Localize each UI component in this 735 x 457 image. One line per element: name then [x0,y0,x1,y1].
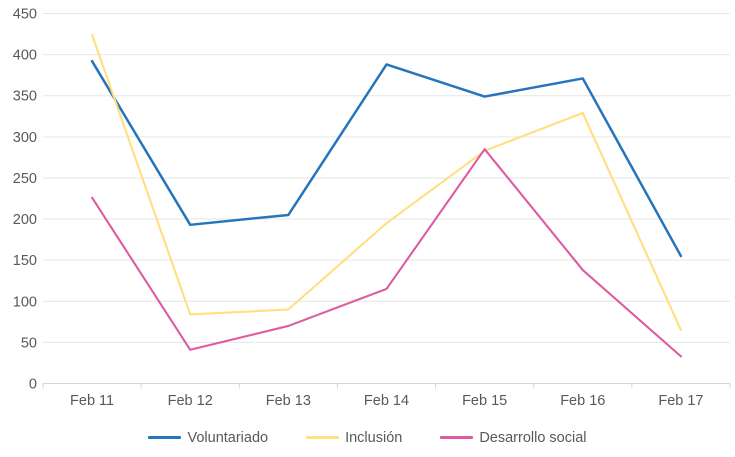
legend-label: Inclusión [345,429,403,446]
legend-label: Desarrollo social [479,429,587,446]
y-axis-tick-label: 450 [13,7,37,23]
x-axis-tick-label: Feb 16 [560,393,605,409]
legend-line-swatch [148,436,182,439]
series-line-1 [91,33,682,332]
x-axis-tick-label: Feb 17 [658,393,703,409]
y-axis-tick-label: 250 [13,171,37,187]
x-axis-tick-label: Feb 14 [364,393,409,409]
chart-legend: Voluntariado Inclusión Desarrollo social [0,418,735,457]
x-axis-tick-label: Feb 11 [70,393,114,409]
legend-item: Voluntariado [148,430,268,446]
x-axis-tick-label: Feb 12 [168,393,213,409]
chart-plot-area: 0 50 100 150 200 250 300 350 400 450 Feb 11 Feb 12 F… [13,7,731,409]
series-line-0 [90,59,683,258]
legend-line-swatch [440,436,474,439]
y-axis-tick-label: 300 [13,130,37,146]
y-axis-tick-label: 150 [13,253,37,269]
x-axis-tick-label: Feb 13 [266,393,311,409]
legend-item: Inclusión [306,430,402,446]
y-axis-tick-label: 50 [21,335,37,351]
y-axis-tick-label: 0 [29,377,37,393]
legend-item: Desarrollo social [440,429,587,446]
legend-label: Voluntariado [187,429,269,446]
y-axis-tick-label: 200 [13,212,37,228]
y-axis-tick-label: 100 [13,294,37,310]
series-line-2 [91,148,682,358]
y-axis-tick-label: 400 [13,48,37,64]
y-axis-tick-label: 350 [13,89,37,105]
x-axis-tick-label: Feb 15 [462,393,507,409]
legend-line-swatch [306,436,340,439]
